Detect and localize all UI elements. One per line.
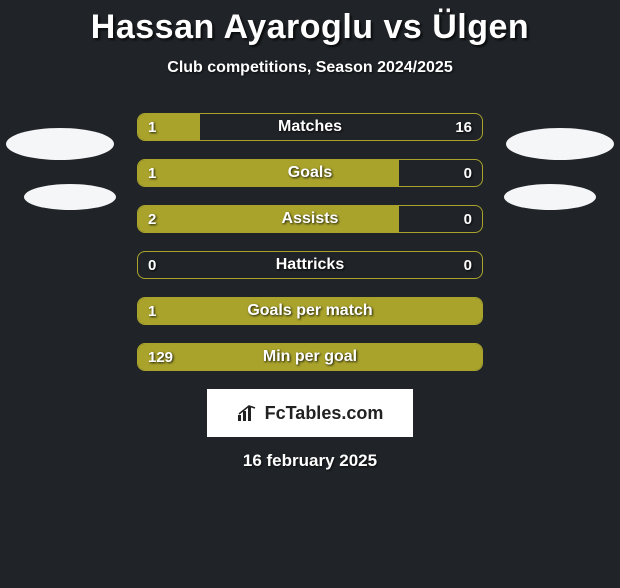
decor-ellipse	[6, 128, 114, 160]
date-caption: 16 february 2025	[0, 451, 620, 471]
stat-bar: 129 Min per goal	[137, 343, 483, 371]
stat-value-right: 16	[455, 114, 472, 140]
stat-value-right: 0	[464, 160, 472, 186]
bar-fill-left	[138, 206, 399, 232]
bar-fill-left	[138, 298, 482, 324]
stat-value-right: 0	[464, 252, 472, 278]
decor-ellipse	[506, 128, 614, 160]
bar-fill-left	[138, 114, 200, 140]
subtitle: Club competitions, Season 2024/2025	[0, 59, 620, 77]
decor-ellipse	[24, 184, 116, 210]
stats-bars: 1 Matches 16 1 Goals 0 2 Assists 0 0 Hat…	[137, 113, 483, 371]
stat-label: Hattricks	[138, 252, 482, 278]
page-title: Hassan Ayaroglu vs Ülgen	[0, 8, 620, 47]
stat-bar: 1 Goals 0	[137, 159, 483, 187]
decor-ellipse	[504, 184, 596, 210]
stat-value-right: 0	[464, 206, 472, 232]
logo-text: FcTables.com	[265, 403, 384, 424]
stat-value-left: 0	[148, 252, 156, 278]
bar-fill-left	[138, 160, 399, 186]
source-logo: FcTables.com	[207, 389, 413, 437]
stat-bar: 2 Assists 0	[137, 205, 483, 233]
chart-icon	[237, 403, 259, 423]
stat-bar: 0 Hattricks 0	[137, 251, 483, 279]
stat-bar: 1 Goals per match	[137, 297, 483, 325]
bar-fill-left	[138, 344, 482, 370]
stat-bar: 1 Matches 16	[137, 113, 483, 141]
